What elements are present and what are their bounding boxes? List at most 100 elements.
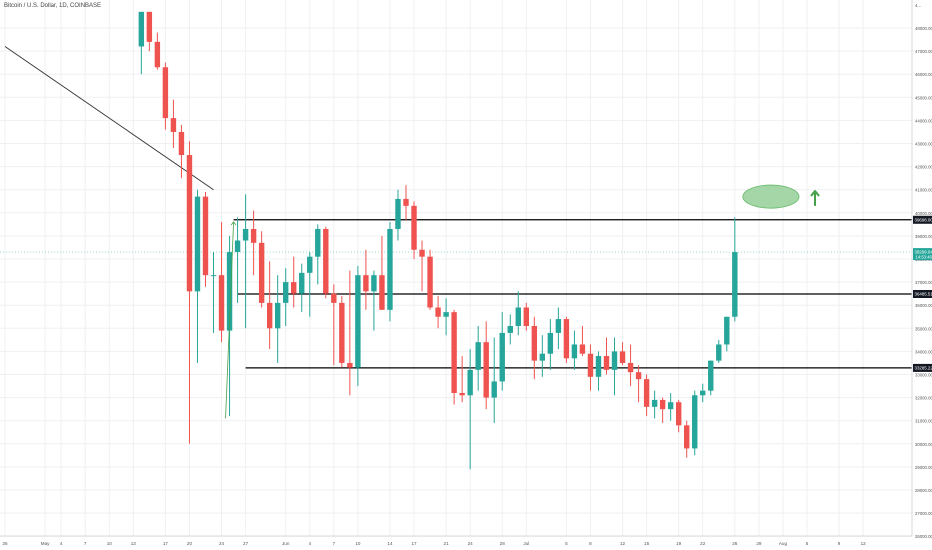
y-tick-label: 44000.00 (915, 118, 932, 123)
candle-body (563, 319, 570, 359)
x-tick-label: 26 (2, 541, 8, 546)
candle-body (427, 256, 433, 308)
candle-body (323, 228, 329, 294)
candle-body (363, 275, 369, 292)
candle-body (643, 379, 650, 407)
candle-body (675, 402, 682, 426)
time-axis[interactable]: 26 May 4 7 10 13 17 20 24 27 Jun 4 7 10 14 17 21 24 28 Jul 5… (0, 535, 912, 546)
level-price-tag (913, 363, 932, 372)
candle-body (258, 242, 265, 303)
y-tick-label: 27000.00 (915, 511, 932, 516)
x-tick-label: 13 (131, 541, 137, 546)
x-tick-label: 7 (84, 541, 87, 546)
y-tick-label: 26000.00 (915, 534, 932, 539)
candle-body (403, 198, 409, 206)
candle-body (299, 272, 305, 294)
candle-body (379, 275, 385, 310)
candle-body (475, 342, 481, 370)
candle-body (603, 356, 610, 370)
level-price-label: 36485.51 (915, 292, 932, 297)
annotation-arrow-line (225, 222, 234, 419)
candle-body (627, 362, 634, 373)
x-tick-label: 14 (387, 541, 393, 546)
y-tick-label: 35000.00 (915, 326, 932, 331)
candles-layer (138, 11, 738, 470)
candle-body (411, 205, 417, 250)
candle-body (491, 381, 497, 398)
candle-body (202, 196, 209, 276)
candle-body (507, 325, 513, 333)
candle-body (515, 307, 521, 326)
candle-body (435, 307, 441, 317)
candle-body (587, 353, 594, 377)
x-tick-label: 5 (565, 541, 568, 546)
x-tick-label: 26 (732, 541, 738, 546)
y-tick-label: 33000.00 (915, 373, 932, 378)
candle-body (483, 342, 489, 398)
x-tick-label: May (41, 541, 50, 546)
candle-body (692, 395, 698, 449)
x-tick-label: 7 (333, 541, 336, 546)
candle-body (226, 252, 233, 331)
candle-body (619, 351, 626, 363)
current-price-label: 38299.04 (915, 250, 932, 255)
candle-body (154, 41, 161, 68)
chart-grid (0, 0, 912, 537)
candle-body (579, 344, 586, 354)
candle-body (523, 307, 529, 326)
x-tick-label: 12 (620, 541, 626, 546)
x-tick-label: 4 (60, 541, 63, 546)
y-tick-label: 42000.00 (915, 165, 932, 170)
candle-body (138, 11, 145, 47)
candle-body (651, 399, 658, 407)
x-tick-label: 17 (411, 541, 417, 546)
y-tick-label: 39000.00 (915, 234, 932, 239)
x-tick-label: Jul (523, 541, 529, 546)
x-tick-label: 22 (700, 541, 706, 546)
x-tick-label: 24 (468, 541, 474, 546)
up-arrow-head (810, 190, 820, 197)
y-tick-label: 48000.00 (915, 26, 932, 31)
candle-body (571, 344, 578, 359)
candle-body (315, 228, 321, 257)
target-zone-ellipse (742, 184, 800, 209)
bar-countdown-label: 14:53:46 (916, 255, 932, 260)
candle-body (395, 198, 401, 229)
y-tick-label-top: 4... (915, 3, 921, 8)
candle-body (555, 319, 562, 333)
candle-body (547, 332, 554, 354)
x-tick-label: 5 (806, 541, 809, 546)
candle-body (218, 275, 225, 331)
y-tick-label: 40000.00 (915, 211, 932, 216)
x-tick-label: 4 (308, 541, 311, 546)
x-tick-label: 19 (676, 541, 682, 546)
candle-body (419, 249, 425, 257)
x-tick-label: Jun (282, 541, 290, 546)
y-tick-label: 46000.00 (915, 72, 932, 77)
y-tick-label: 30000.00 (915, 442, 932, 447)
price-axis[interactable]: 48000.00 47000.00 46000.00 45000.00 44000.00… (911, 0, 932, 539)
x-tick-label: 15 (644, 541, 650, 546)
candle-body (347, 362, 353, 368)
candle-body (339, 302, 345, 363)
candle-body (732, 252, 738, 317)
candle-body (194, 196, 201, 292)
y-tick-label: 37000.00 (915, 280, 932, 285)
y-tick-label: 36000.00 (915, 303, 932, 308)
level-price-label: 33285.22 (915, 366, 932, 371)
level-price-tag (913, 215, 932, 224)
candle-body (234, 240, 241, 253)
x-tick-label: 8 (589, 541, 592, 546)
candle-body (700, 390, 706, 396)
x-tick-label: 10 (355, 541, 361, 546)
y-tick-label: 28000.00 (915, 488, 932, 493)
x-tick-label: 24 (219, 541, 225, 546)
y-tick-label: 31000.00 (915, 419, 932, 424)
candle-body (539, 353, 546, 361)
candle-body (467, 369, 473, 396)
candle-body (724, 316, 730, 345)
candle-body (667, 402, 674, 410)
trend-line (4, 46, 214, 191)
y-tick-label: 41000.00 (915, 188, 932, 193)
candle-body (162, 67, 169, 119)
